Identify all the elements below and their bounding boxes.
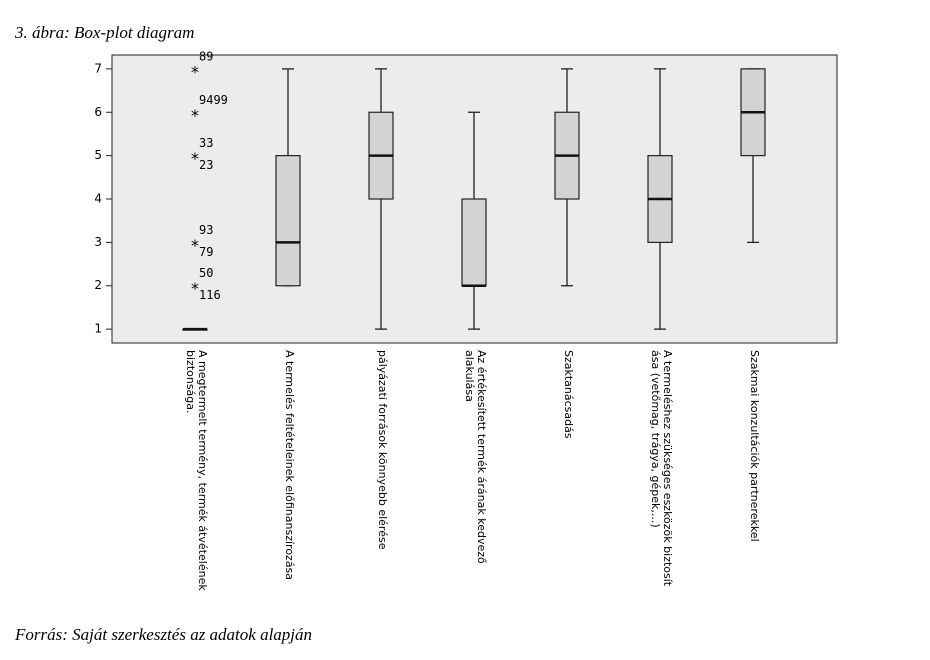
x-tick-label: alakulása (463, 350, 476, 402)
box (461, 198, 487, 287)
x-tick-label: Szakmai konzultációk partnerekkel (748, 350, 761, 542)
outlier: * (191, 106, 199, 125)
box (275, 155, 301, 287)
outlier: * (191, 149, 199, 168)
y-tick-label: 5 (94, 148, 102, 162)
x-tick-label: biztonsága. (184, 350, 197, 414)
outlier-label: 9499 (199, 93, 228, 107)
outlier: * (191, 279, 199, 298)
chart-title: 3. ábra: Box-plot diagram (14, 23, 194, 42)
x-tick-label: Szaktanácsadás (562, 350, 575, 439)
outlier-label: 89 (199, 49, 213, 63)
y-tick-label: 4 (94, 192, 102, 206)
y-tick-label: 1 (94, 322, 102, 336)
x-tick-label: A termelés feltételeinek előfinanszírozá… (283, 350, 296, 580)
x-tick-label: A megtermelt termény, termék átvételének (196, 350, 209, 591)
outlier-label: 23 (199, 158, 213, 172)
outlier: * (191, 62, 199, 81)
x-tick-label: A termeléshez szükséges eszközök biztosí… (661, 350, 674, 587)
x-tick-label: pályázati források könnyebb elérése (376, 350, 389, 550)
outlier: * (191, 236, 199, 255)
source-note: Forrás: Saját szerkesztés az adatok alap… (14, 625, 312, 644)
x-tick-label: Az értékesített termék árának kedvező (475, 350, 488, 564)
y-tick-label: 6 (94, 105, 102, 119)
outlier-label: 33 (199, 136, 213, 150)
x-tick-label: ása (vetőmag, trágya, gépek,...) (649, 350, 662, 528)
y-tick-label: 2 (94, 278, 102, 292)
outlier-label: 50 (199, 266, 213, 280)
y-tick-label: 3 (94, 235, 102, 249)
outlier-label: 93 (199, 223, 213, 237)
outlier-label: 79 (199, 245, 213, 259)
y-tick-label: 7 (94, 61, 102, 75)
outlier-label: 116 (199, 288, 221, 302)
